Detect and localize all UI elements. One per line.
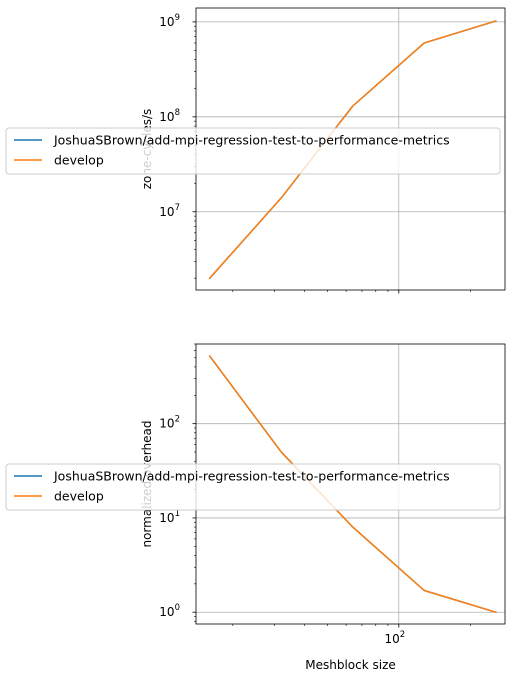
- y-tick-exponent: 9: [175, 13, 180, 23]
- x-tick-exponent: 2: [400, 630, 405, 640]
- legend-box: [5, 463, 501, 511]
- minor-ticks: [194, 25, 471, 292]
- legend: JoshuaSBrown/add-mpi-regression-test-to-…: [5, 463, 501, 511]
- y-tick-exponent: 0: [175, 603, 180, 613]
- legend-label: JoshuaSBrown/add-mpi-regression-test-to-…: [53, 133, 450, 148]
- legend-label: JoshuaSBrown/add-mpi-regression-test-to-…: [53, 469, 450, 484]
- legend-label: develop: [54, 153, 104, 168]
- y-tick-exponent: 8: [175, 108, 180, 118]
- subplot-1: 107108109zone-cycles/sJoshuaSBrown/add-m…: [5, 7, 506, 294]
- legend: JoshuaSBrown/add-mpi-regression-test-to-…: [5, 127, 501, 175]
- legend-box: [5, 127, 501, 175]
- legend-label: develop: [54, 489, 104, 504]
- y-tick-exponent: 2: [175, 415, 180, 425]
- y-tick-exponent: 7: [175, 203, 180, 213]
- series-line-develop: [208, 20, 497, 280]
- y-tick-exponent: 1: [175, 509, 180, 519]
- x-axis-label: Meshblock size: [305, 658, 396, 672]
- series-line-develop: [208, 355, 497, 614]
